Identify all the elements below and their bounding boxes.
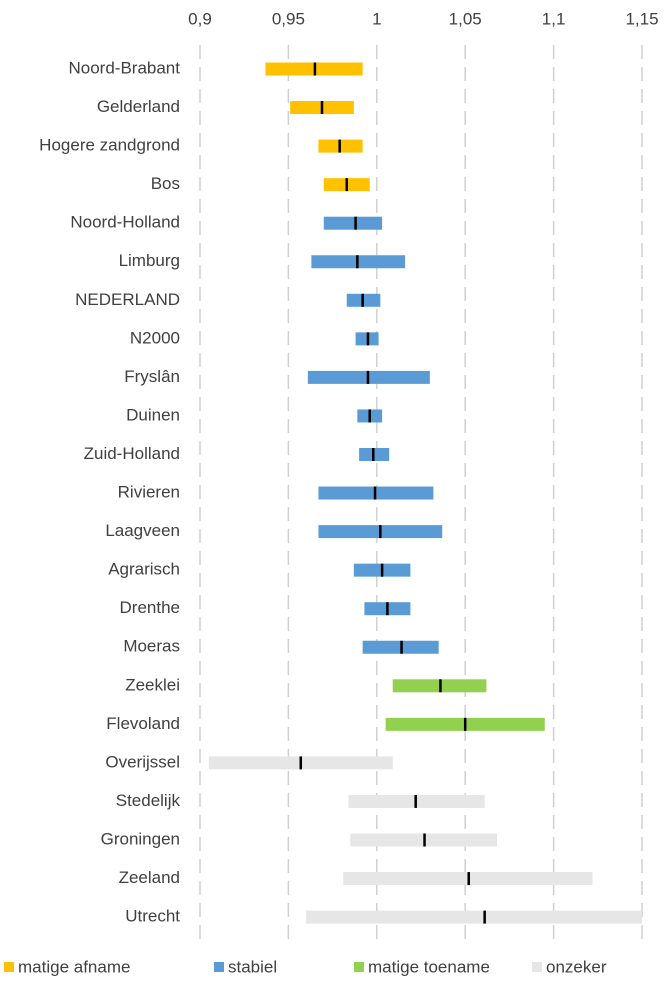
y-tick-label: Drenthe [120, 598, 180, 617]
legend-label: matige afname [18, 957, 130, 976]
y-tick-label: Fryslân [124, 367, 180, 386]
estimate-mark [338, 139, 341, 153]
estimate-mark [299, 756, 303, 770]
y-tick-label: N2000 [130, 328, 180, 347]
y-tick-label: Limburg [119, 251, 180, 270]
estimate-mark [345, 178, 348, 192]
estimate-mark [356, 255, 359, 269]
y-tick-label: Rivieren [118, 483, 180, 502]
estimate-mark [414, 794, 417, 808]
estimate-mark [467, 872, 470, 886]
estimate-mark [386, 602, 389, 616]
y-tick-label: Gelderland [97, 97, 180, 116]
legend-label: onzeker [546, 957, 607, 976]
y-tick-label: Groningen [101, 829, 180, 848]
y-tick-label: Agrarisch [108, 560, 180, 579]
estimate-mark [463, 717, 467, 731]
y-tick-label: Zeeland [119, 868, 180, 887]
legend-swatch [532, 962, 542, 972]
y-tick-label: Hogere zandgrond [39, 136, 180, 155]
y-tick-label: Moeras [123, 637, 180, 656]
legend-swatch [354, 962, 364, 972]
estimate-mark [354, 216, 357, 230]
legend-swatch [214, 962, 224, 972]
x-tick-label: 0,95 [272, 9, 305, 28]
estimate-mark [313, 62, 317, 76]
legend-label: stabiel [228, 957, 277, 976]
x-tick-label: 1,1 [542, 9, 566, 28]
y-tick-label: Flevoland [106, 714, 180, 733]
estimate-mark [366, 370, 370, 384]
y-tick-label: Zuid-Holland [84, 444, 180, 463]
estimate-mark [361, 293, 364, 307]
range-bar [306, 910, 642, 924]
y-tick-label: Noord-Holland [70, 213, 180, 232]
y-tick-label: Bos [151, 174, 180, 193]
estimate-mark [366, 332, 370, 346]
estimate-mark [439, 679, 442, 693]
y-tick-label: Noord-Brabant [68, 58, 180, 77]
estimate-mark [320, 101, 324, 115]
x-tick-label: 0,9 [188, 9, 212, 28]
estimate-mark [379, 525, 382, 539]
estimate-mark [423, 833, 426, 847]
estimate-mark [400, 640, 403, 654]
x-tick-label: 1 [372, 9, 381, 28]
range-bar [323, 216, 383, 230]
x-tick-label: 1,05 [449, 9, 482, 28]
estimate-mark [372, 448, 375, 461]
estimate-mark [368, 409, 371, 423]
y-tick-label: Overijssel [105, 752, 180, 771]
estimate-mark [373, 486, 377, 500]
y-tick-label: Stedelijk [116, 791, 181, 810]
y-tick-label: Laagveen [105, 521, 180, 540]
legend-label: matige toename [368, 957, 490, 976]
legend-swatch [4, 962, 14, 972]
y-tick-label: NEDERLAND [75, 290, 180, 309]
x-tick-label: 1,15 [625, 9, 658, 28]
y-tick-label: Duinen [126, 405, 180, 424]
estimate-mark [380, 563, 384, 577]
estimate-mark [483, 910, 486, 924]
y-tick-label: Zeeklei [125, 675, 180, 694]
y-tick-label: Utrecht [125, 907, 180, 926]
